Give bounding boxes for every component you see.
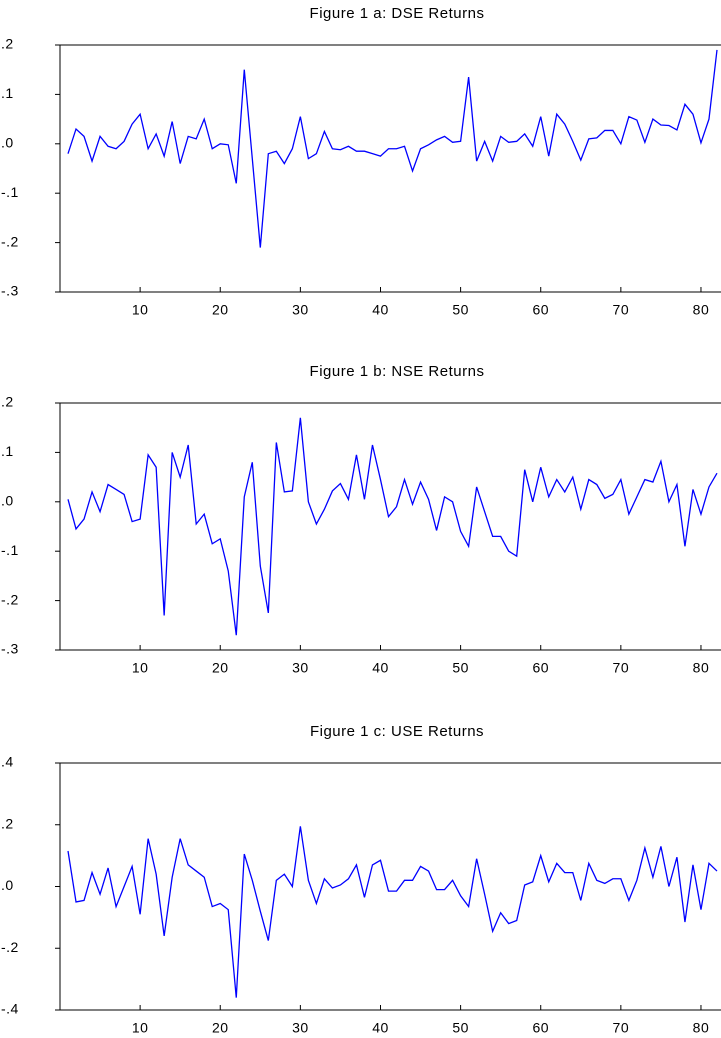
y-tick-label: .0 (1, 493, 14, 509)
y-tick-label: .2 (1, 394, 14, 410)
chart-title: Figure 1 c: USE Returns (310, 723, 484, 740)
x-tick-label: 60 (532, 660, 549, 676)
y-tick-label: -.4 (1, 1001, 19, 1017)
x-tick-label: 20 (212, 660, 229, 676)
x-tick-label: 80 (693, 302, 710, 318)
x-tick-label: 50 (452, 660, 469, 676)
x-tick-label: 60 (532, 1020, 549, 1036)
chart-title: Figure 1 b: NSE Returns (310, 363, 485, 380)
x-tick-label: 40 (372, 302, 389, 318)
series-line (67, 49, 718, 248)
x-tick-label: 60 (532, 302, 549, 318)
y-tick-label: .1 (1, 443, 14, 459)
x-tick-label: 20 (212, 1020, 229, 1036)
x-tick-label: 40 (372, 660, 389, 676)
x-tick-label: 20 (212, 302, 229, 318)
x-tick-label: 10 (132, 302, 149, 318)
x-tick-label: 50 (452, 302, 469, 318)
x-tick-label: 70 (613, 302, 630, 318)
y-tick-label: -.1 (1, 184, 19, 200)
y-tick-label: .0 (1, 135, 14, 151)
y-tick-label: .4 (1, 754, 14, 770)
x-tick-label: 10 (132, 1020, 149, 1036)
x-tick-label: 50 (452, 1020, 469, 1036)
y-tick-label: .2 (1, 36, 14, 52)
series-line (67, 417, 718, 636)
x-tick-label: 80 (693, 660, 710, 676)
x-tick-label: 70 (613, 1020, 630, 1036)
x-tick-label: 40 (372, 1020, 389, 1036)
x-tick-label: 30 (292, 302, 309, 318)
y-tick-label: -.3 (1, 283, 19, 299)
y-tick-label: -.2 (1, 233, 19, 249)
y-tick-label: .2 (1, 815, 14, 831)
series-line (67, 826, 718, 998)
x-tick-label: 10 (132, 660, 149, 676)
y-tick-label: .1 (1, 85, 14, 101)
y-tick-label: -.1 (1, 542, 19, 558)
x-tick-label: 30 (292, 1020, 309, 1036)
y-tick-label: -.2 (1, 591, 19, 607)
chart-title: Figure 1 a: DSE Returns (310, 5, 485, 22)
y-tick-label: .0 (1, 877, 14, 893)
y-tick-label: -.2 (1, 939, 19, 955)
y-tick-label: -.3 (1, 641, 19, 657)
x-tick-label: 80 (693, 1020, 710, 1036)
x-tick-label: 70 (613, 660, 630, 676)
x-tick-label: 30 (292, 660, 309, 676)
